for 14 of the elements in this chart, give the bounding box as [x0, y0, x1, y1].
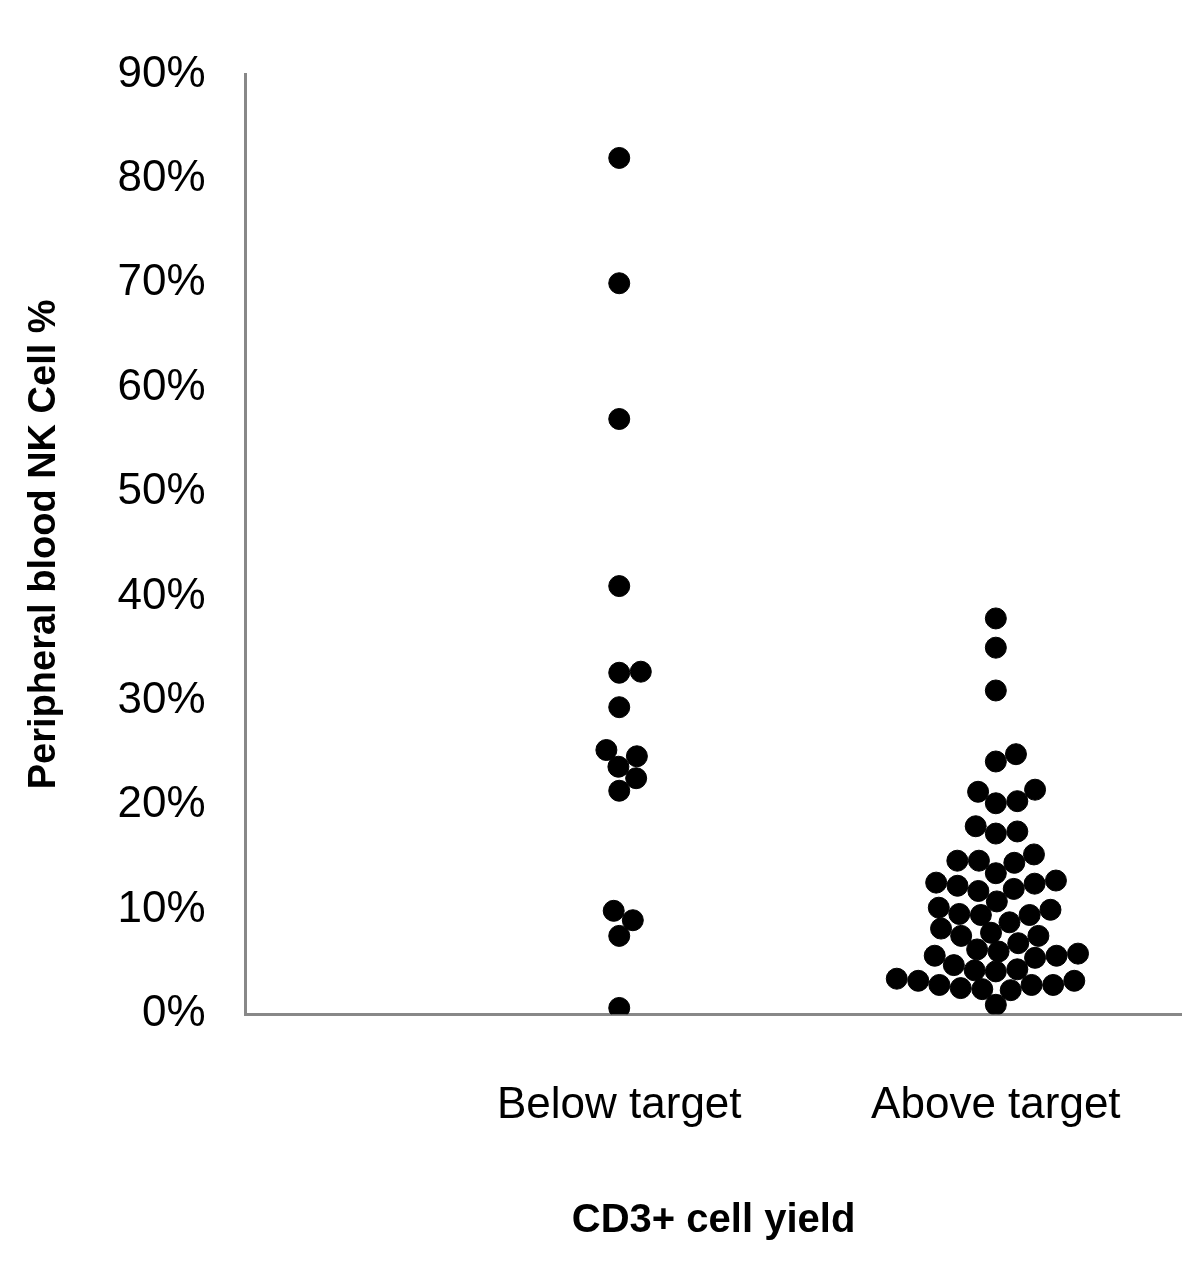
y-tick-label: 50%: [117, 464, 206, 514]
y-tick-label: 40%: [117, 568, 206, 618]
y-tick-label: 70%: [117, 255, 206, 305]
x-axis-title: CD3+ cell yield: [571, 1196, 856, 1241]
y-tick-label: 90%: [117, 46, 206, 96]
y-axis-title: Peripheral blood NK Cell %: [21, 299, 64, 790]
y-tick-label: 0%: [142, 986, 206, 1036]
y-tick-label: 60%: [117, 359, 206, 409]
x-tick-label: Above target: [871, 1077, 1121, 1127]
y-tick-label: 10%: [117, 881, 206, 931]
y-tick-label: 20%: [117, 777, 206, 827]
x-tick-label: Below target: [496, 1077, 742, 1127]
y-tick-label: 80%: [117, 150, 206, 200]
y-tick-label: 30%: [117, 673, 206, 723]
